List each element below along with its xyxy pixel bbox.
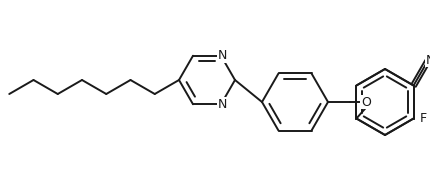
Text: F: F — [420, 112, 427, 125]
Text: O: O — [361, 96, 371, 109]
Text: N: N — [426, 54, 430, 67]
Text: N: N — [426, 54, 430, 67]
Text: N: N — [217, 49, 227, 62]
Text: O: O — [361, 96, 371, 109]
Text: F: F — [420, 112, 427, 125]
Text: N: N — [217, 98, 227, 111]
Text: N: N — [217, 98, 227, 111]
Text: N: N — [217, 49, 227, 62]
